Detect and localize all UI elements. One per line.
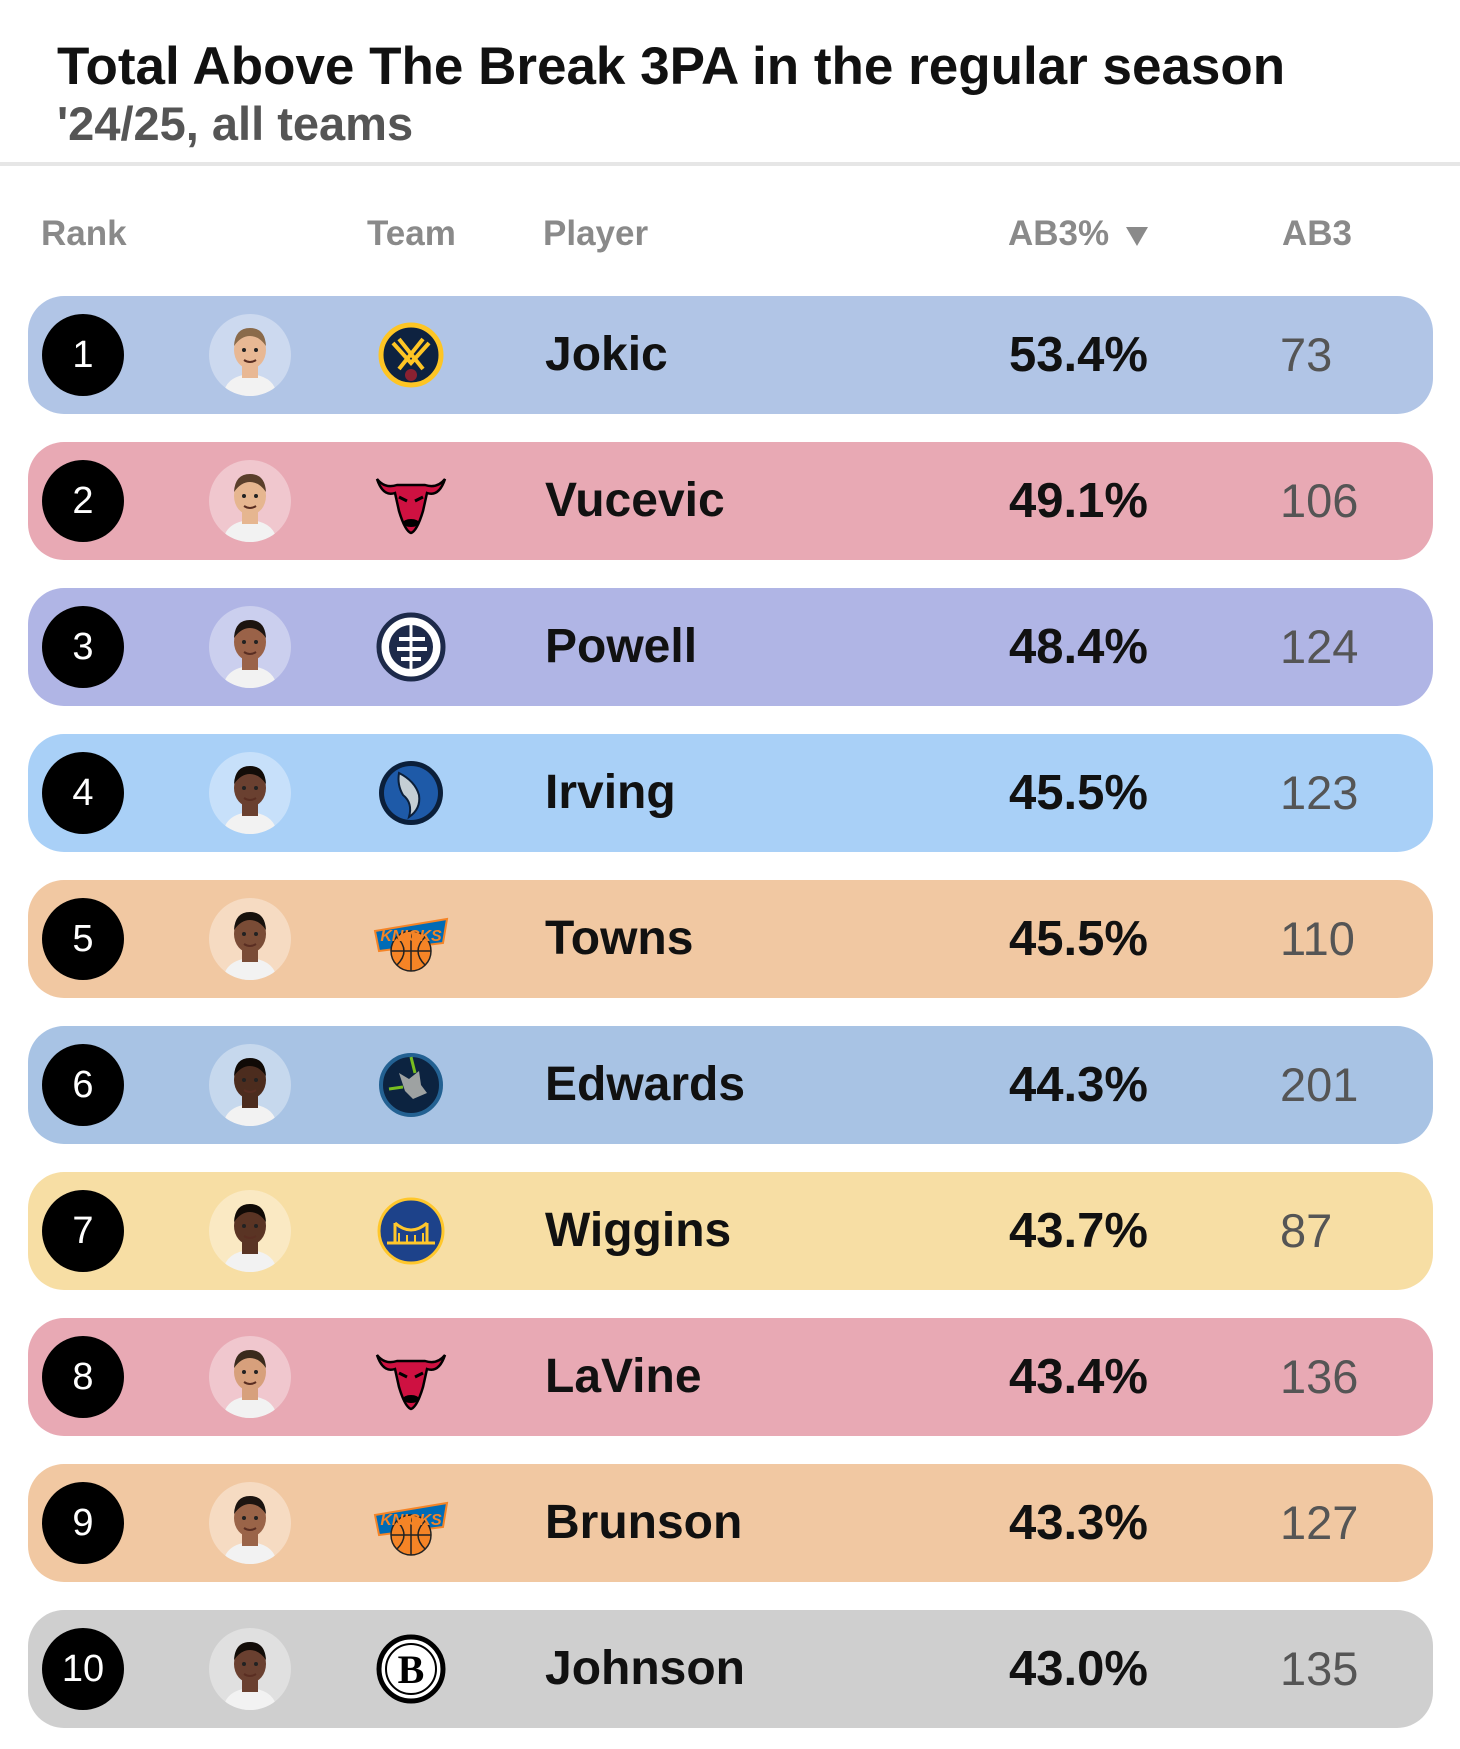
knicks-logo-icon: KNICKS [369,1481,453,1565]
player-name: Powell [545,620,698,673]
bulls-logo-icon [369,1335,453,1419]
svg-text:KNICKS: KNICKS [380,1512,442,1529]
rank-badge: 1 [42,314,124,396]
ab3-pct-value: 45.5% [1009,766,1148,820]
table-row[interactable]: 4 Irving 45.5% 123 [28,734,1433,852]
table-row[interactable]: 2 Vucevic 49.1% 106 [28,442,1433,560]
ab3-pct-value: 43.0% [1009,1642,1148,1696]
page-subtitle: '24/25, all teams [57,97,414,150]
ab3-pct-value: 43.3% [1009,1496,1148,1550]
player-name: LaVine [545,1350,702,1403]
player-avatar [209,1190,291,1272]
table-row[interactable]: 9 KNICKS Brunson 43.3% 127 [28,1464,1433,1582]
ab3-pct-value: 53.4% [1009,328,1148,382]
table-row[interactable]: 5 KNICKS Towns 45.5% 110 [28,880,1433,998]
ab3-value: 201 [1280,1058,1359,1111]
table-row[interactable]: 7 Wiggins 43.7% 87 [28,1172,1433,1290]
table-row[interactable]: 8 LaVine 43.4% 136 [28,1318,1433,1436]
rank-badge: 9 [42,1482,124,1564]
player-name: Vucevic [545,474,725,527]
column-header-rank[interactable]: Rank [41,214,127,253]
knicks-logo-icon: KNICKS [369,897,453,981]
rank-badge: 6 [42,1044,124,1126]
rank-badge: 5 [42,898,124,980]
svg-text:KNICKS: KNICKS [380,928,442,945]
warriors-logo-icon [369,1189,453,1273]
header: Total Above The Break 3PA in the regular… [0,0,1460,166]
table-row[interactable]: 6 Edwards 44.3% 201 [28,1026,1433,1144]
ab3-value: 110 [1280,912,1355,965]
ab3-value: 136 [1280,1350,1359,1403]
ab3-value: 123 [1280,766,1359,819]
player-avatar [209,752,291,834]
ab3-pct-value: 43.7% [1009,1204,1148,1258]
rank-badge: 3 [42,606,124,688]
column-header-ab3[interactable]: AB3 [1282,214,1353,253]
ab3-value: 73 [1280,328,1333,381]
page-title: Total Above The Break 3PA in the regular… [57,37,1286,96]
ab3-value: 124 [1280,620,1359,673]
table-row[interactable]: 3 Powell 48.4% 124 [28,588,1433,706]
clippers-logo-icon [369,605,453,689]
ab3-pct-value: 48.4% [1009,620,1148,674]
player-avatar [209,898,291,980]
column-header-player[interactable]: Player [543,214,649,253]
player-name: Jokic [545,328,668,381]
rank-badge: 2 [42,460,124,542]
rank-badge: 4 [42,752,124,834]
column-header-ab3-pct[interactable]: AB3% [1008,214,1149,254]
ab3-pct-value: 44.3% [1009,1058,1148,1112]
player-avatar [209,1482,291,1564]
player-avatar [209,606,291,688]
rank-badge: 8 [42,1336,124,1418]
player-avatar [209,1336,291,1418]
timberwolves-logo-icon [369,1043,453,1127]
player-name: Brunson [545,1496,743,1549]
player-name: Wiggins [545,1204,732,1257]
bulls-logo-icon [369,459,453,543]
player-name: Edwards [545,1058,746,1111]
player-avatar [209,1628,291,1710]
nets-logo-icon: B [369,1627,453,1711]
svg-text:B: B [398,1647,425,1692]
ab3-pct-value: 43.4% [1009,1350,1148,1404]
ab3-pct-value: 45.5% [1009,912,1148,966]
sort-desc-icon [1125,225,1149,247]
rank-badge: 10 [42,1628,124,1710]
player-avatar [209,314,291,396]
column-header-ab3-pct-label: AB3% [1008,214,1110,253]
player-name: Irving [545,766,676,819]
table-row[interactable]: 1 Jokic 53.4% 73 [28,296,1433,414]
ab3-value: 87 [1280,1204,1333,1257]
rank-badge: 7 [42,1190,124,1272]
mavericks-logo-icon [369,751,453,835]
player-name: Towns [545,912,694,965]
table-row[interactable]: 10 B Johnson 43.0% 135 [28,1610,1433,1728]
player-avatar [209,1044,291,1126]
ab3-value: 135 [1280,1642,1359,1695]
player-avatar [209,460,291,542]
nuggets-logo-icon [369,313,453,397]
ab3-value: 106 [1280,474,1359,527]
ab3-pct-value: 49.1% [1009,474,1148,528]
player-name: Johnson [545,1642,745,1695]
ab3-value: 127 [1280,1496,1359,1549]
column-header-team[interactable]: Team [367,214,456,253]
